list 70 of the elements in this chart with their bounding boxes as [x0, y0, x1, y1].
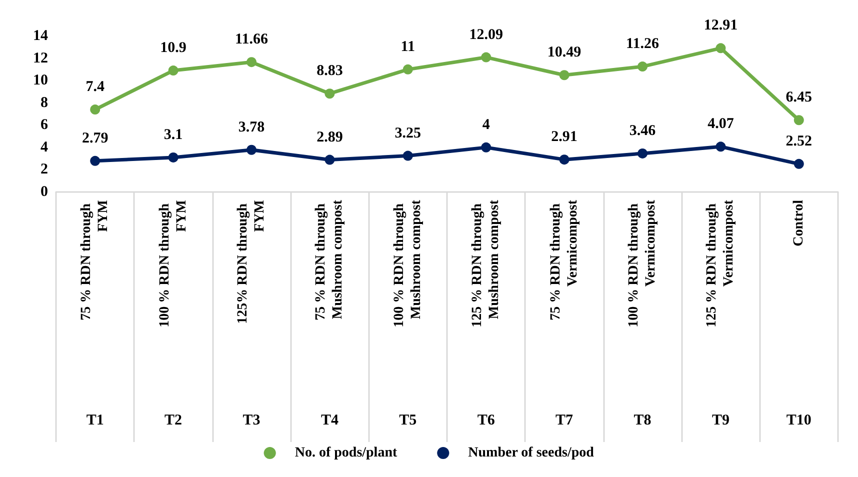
- y-tick-label: 8: [40, 94, 48, 111]
- data-label: 3.46: [629, 122, 656, 139]
- data-label: 7.4: [86, 79, 105, 96]
- text: T9: [712, 412, 730, 428]
- text: T8: [634, 412, 652, 428]
- data-label: 2.52: [786, 133, 812, 150]
- point: [324, 154, 335, 165]
- x-tick-label: Control: [791, 200, 806, 246]
- point: [794, 115, 804, 126]
- x-tick-label: 125 % RDN through Mushroom compost: [470, 200, 502, 328]
- legend-label: Number of seeds/pod: [468, 446, 594, 460]
- text: T4: [320, 412, 339, 428]
- data-label: 3.78: [238, 119, 265, 136]
- y-tick-label: 0: [40, 184, 48, 200]
- point: [168, 66, 178, 76]
- data-label: 12.09: [469, 26, 503, 43]
- y-tick-label: 6: [40, 117, 48, 134]
- point: [559, 70, 570, 80]
- point: [638, 148, 648, 158]
- point: [90, 156, 100, 166]
- x-tick-label: 75 % RDN through Vermicompost: [548, 200, 580, 320]
- data-label: 11.26: [626, 36, 660, 52]
- text: T6: [477, 412, 496, 428]
- point: [716, 142, 726, 152]
- point: [794, 158, 804, 169]
- point: [324, 88, 335, 99]
- text: T5: [399, 412, 417, 428]
- data-label: 2.91: [551, 129, 578, 146]
- point: [246, 57, 256, 68]
- y-tick-label: 10: [33, 72, 48, 89]
- point: [168, 152, 178, 162]
- data-label: 10.49: [547, 44, 582, 61]
- point: [90, 104, 100, 115]
- data-label: 11: [400, 38, 415, 55]
- data-label: 6.45: [786, 90, 812, 106]
- data-label: 2.79: [82, 130, 108, 146]
- y-tick-label: 2: [40, 162, 48, 178]
- point: [481, 52, 492, 62]
- data-label: 2.89: [316, 129, 343, 146]
- point: [716, 43, 726, 54]
- data-label: 4: [482, 116, 490, 133]
- text: T7: [556, 412, 574, 428]
- point: [559, 154, 570, 165]
- y-tick-label: 4: [40, 139, 48, 156]
- legend-label: No. of pods/plant: [294, 446, 398, 460]
- point: [246, 144, 256, 155]
- point: [481, 142, 492, 152]
- x-tick-label: 100 % RDN through FYM: [157, 200, 190, 328]
- text: T2: [164, 412, 182, 428]
- data-label: 3.25: [394, 125, 422, 142]
- x-tick-label: 100 % RDN through Mushroom compost: [392, 200, 424, 328]
- data-label: 3.1: [164, 126, 183, 143]
- x-tick-label: 125% RDN through FYM: [236, 200, 268, 324]
- point: [638, 62, 648, 72]
- text: T1: [86, 412, 104, 428]
- y-tick-label: 12: [33, 50, 48, 66]
- data-label: 8.83: [316, 63, 343, 80]
- x-tick-label: 75 % RDN through FYM: [79, 200, 112, 320]
- data-label: 4.07: [708, 116, 734, 132]
- data-label: 11.66: [235, 32, 268, 48]
- data-label: 10.9: [160, 40, 186, 56]
- x-tick-label: 75 % RDN through Mushroom compost: [314, 200, 346, 320]
- text: T3: [242, 412, 260, 428]
- x-tick-label: 125 % RDN through Vermicompost: [704, 200, 737, 328]
- point: [402, 150, 413, 161]
- data-label: 12.91: [704, 18, 738, 34]
- point: [402, 64, 413, 74]
- y-tick-label: 14: [33, 28, 48, 44]
- text: T10: [786, 412, 812, 428]
- x-tick-label: 100 % RDN through Vermicompost: [626, 200, 658, 328]
